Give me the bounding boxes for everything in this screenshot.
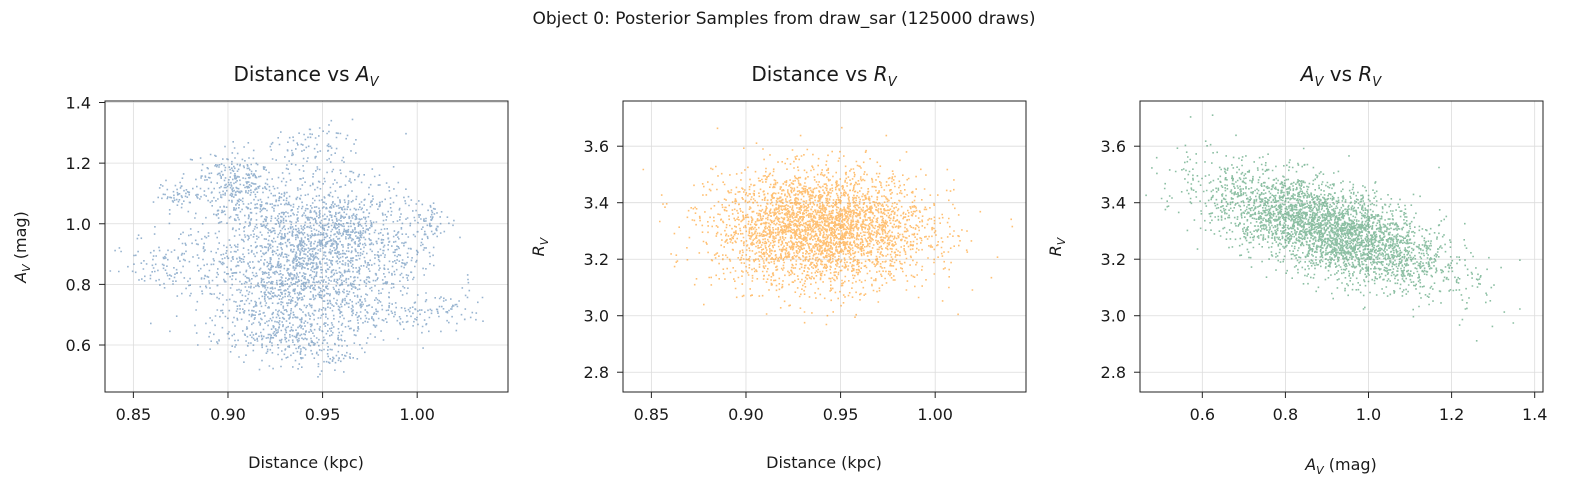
ylabel-sub: V [20,263,33,272]
plot-area: 0.6 0.8 1.0 1.2 1.4 2.8 3.0 3.2 3.4 3.6 [1101,100,1547,424]
title-part-sub-a: V [1314,75,1324,90]
plot-area: 0.85 0.90 0.95 1.00 2.8 3.0 3.2 3.4 3.6 [584,100,1027,424]
y-tick-label: 3.6 [584,137,609,156]
plot-area: 0.85 0.90 0.95 1.00 0.6 0.8 1.0 1.2 1.4 [66,94,509,424]
panel-distance-vs-av: Distance vs AV 0.85 0.90 0.95 1.000.60.81.0… [11,62,509,472]
ylabel-unit: (mag) [11,211,30,264]
panel-title: AV vs RV [1299,62,1382,90]
ylabel-sub: V [538,236,551,245]
y-axis-label: RV [1046,236,1068,256]
x-tick-label: 1.0 [1356,405,1381,424]
axes-frame [104,100,509,393]
scatter-point-cloud [1145,114,1521,342]
y-tick-label: 2.8 [1101,363,1126,382]
axes-frame [1139,100,1544,393]
panel-av-vs-rv: AV vs RV 0.6 0.8 1.0 1.2 1.42.83.03.23.43.6 … [1046,62,1547,477]
x-tick-label: 0.95 [305,405,341,424]
y-tick-label: 3.4 [584,194,609,213]
title-part-vs: vs [1323,62,1358,86]
x-tick-label: 0.95 [823,405,859,424]
x-tick-label: 1.00 [917,405,953,424]
scatter-points [1145,114,1521,342]
title-part-sub: V [888,75,898,90]
title-part-sub: V [370,75,380,90]
figure-suptitle: Object 0: Posterior Samples from draw_sa… [532,9,1035,29]
x-tick-label: 0.85 [634,405,670,424]
x-tick-label: 0.6 [1190,405,1215,424]
x-axis-label: Distance (kpc) [248,453,364,472]
x-axis-label: Distance (kpc) [766,453,882,472]
title-part-a: A [354,62,370,86]
scatter-point-cloud [642,126,1014,326]
title-part-sub-r: V [1372,75,1382,90]
xlabel-a: A [1304,455,1316,474]
xlabel-sub: V [1316,464,1325,477]
axes-frame [622,100,1027,393]
x-tick-label: 0.85 [116,405,152,424]
ylabel-a: A [11,272,30,284]
panel-distance-vs-rv: Distance vs RV 0.85 0.90 0.95 1.002.83.03.2… [529,62,1027,472]
y-tick-label: 3.0 [584,307,609,326]
x-tick-label: 1.00 [399,405,435,424]
scatter-points [109,118,484,378]
y-tick-label: 3.0 [1101,307,1126,326]
xlabel-unit: (mag) [1324,455,1377,474]
x-tick-label: 0.90 [210,405,246,424]
y-tick-label: 1.4 [66,94,91,113]
title-part-r: R [1358,62,1372,86]
y-tick-label: 1.2 [66,154,91,173]
scatter-points [642,126,1014,326]
x-axis-label: AV (mag) [1304,455,1377,477]
scatter-point-cloud [109,118,484,378]
x-tick-label: 0.90 [728,405,764,424]
title-part-r: R [874,62,888,86]
panel-title: Distance vs RV [751,62,897,90]
y-tick-label: 1.0 [66,215,91,234]
y-tick-label: 0.6 [66,336,91,355]
ylabel-sub: V [1055,236,1068,245]
title-part-a: A [1299,62,1315,86]
title-part-distance: Distance vs [751,62,873,86]
y-tick-label: 3.4 [1101,194,1126,213]
y-tick-label: 3.2 [1101,250,1126,269]
y-tick-label: 2.8 [584,363,609,382]
y-axis-label: AV (mag) [11,211,33,284]
y-tick-label: 3.6 [1101,137,1126,156]
x-tick-label: 0.8 [1273,405,1298,424]
y-axis-label: RV [529,236,551,256]
x-tick-label: 1.4 [1522,405,1547,424]
ylabel-r: R [1046,245,1065,256]
panel-title: Distance vs AV [233,62,379,90]
y-tick-label: 0.8 [66,275,91,294]
title-part-distance: Distance vs [233,62,355,86]
ylabel-r: R [529,245,548,256]
y-tick-label: 3.2 [584,250,609,269]
x-tick-label: 1.2 [1439,405,1464,424]
